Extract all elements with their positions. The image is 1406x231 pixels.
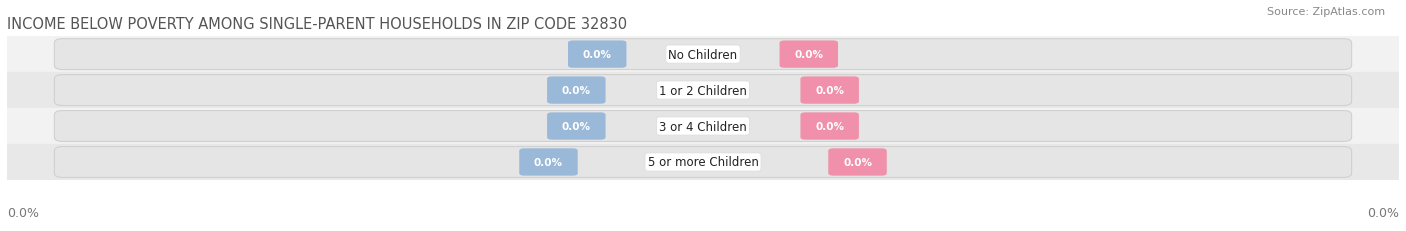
Text: 0.0%: 0.0% — [815, 86, 844, 96]
Text: 0.0%: 0.0% — [562, 122, 591, 131]
Text: 0.0%: 0.0% — [534, 157, 562, 167]
FancyBboxPatch shape — [55, 40, 1351, 70]
FancyBboxPatch shape — [55, 75, 1351, 106]
FancyBboxPatch shape — [547, 113, 606, 140]
Bar — [7, 144, 1399, 180]
FancyBboxPatch shape — [55, 147, 1351, 178]
Text: Source: ZipAtlas.com: Source: ZipAtlas.com — [1267, 7, 1385, 17]
Bar — [7, 37, 1399, 73]
Text: 3 or 4 Children: 3 or 4 Children — [659, 120, 747, 133]
Text: No Children: No Children — [668, 48, 738, 61]
Text: 0.0%: 0.0% — [582, 50, 612, 60]
Text: 0.0%: 0.0% — [1367, 206, 1399, 219]
FancyBboxPatch shape — [519, 149, 578, 176]
Bar — [7, 73, 1399, 109]
FancyBboxPatch shape — [800, 113, 859, 140]
Text: 0.0%: 0.0% — [562, 86, 591, 96]
FancyBboxPatch shape — [828, 149, 887, 176]
FancyBboxPatch shape — [800, 77, 859, 104]
Bar — [7, 109, 1399, 144]
Text: 5 or more Children: 5 or more Children — [648, 156, 758, 169]
Text: 0.0%: 0.0% — [844, 157, 872, 167]
Text: 1 or 2 Children: 1 or 2 Children — [659, 84, 747, 97]
FancyBboxPatch shape — [55, 111, 1351, 142]
Text: 0.0%: 0.0% — [794, 50, 824, 60]
FancyBboxPatch shape — [547, 77, 606, 104]
FancyBboxPatch shape — [568, 41, 627, 68]
Text: 0.0%: 0.0% — [815, 122, 844, 131]
FancyBboxPatch shape — [779, 41, 838, 68]
Text: INCOME BELOW POVERTY AMONG SINGLE-PARENT HOUSEHOLDS IN ZIP CODE 32830: INCOME BELOW POVERTY AMONG SINGLE-PARENT… — [7, 17, 627, 32]
Text: 0.0%: 0.0% — [7, 206, 39, 219]
